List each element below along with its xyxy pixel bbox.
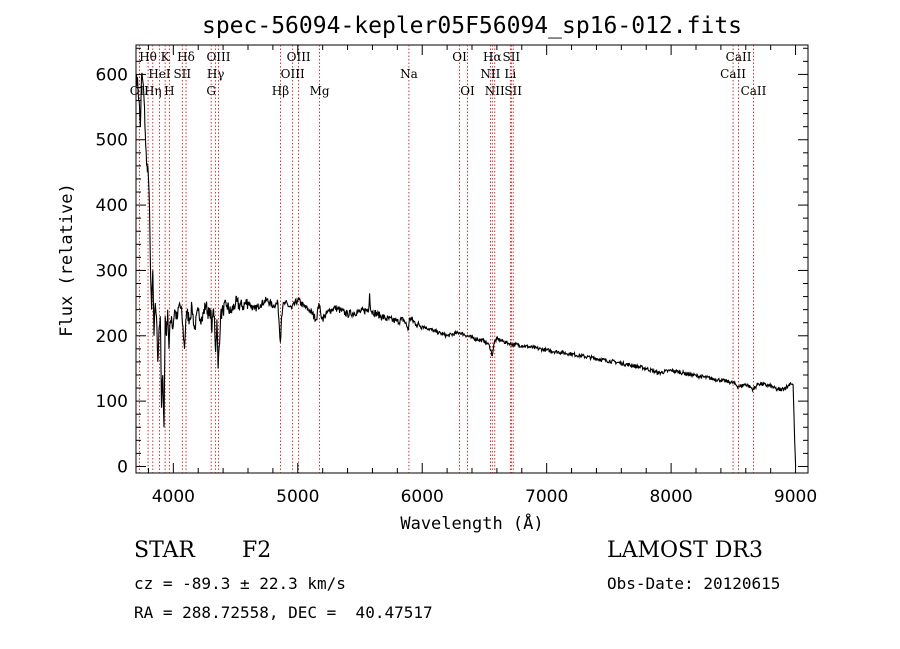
line-label-16: OI — [452, 50, 467, 64]
line-label-25: CaII — [726, 50, 752, 64]
y-tick-label-0: 0 — [117, 457, 128, 477]
x-tick-label-0: 4000 — [152, 487, 195, 507]
line-label-4: K — [161, 50, 171, 64]
x-tick-label-2: 6000 — [401, 487, 444, 507]
x-tick-label-4: 8000 — [649, 487, 692, 507]
y-tick-label-5: 500 — [96, 131, 128, 151]
line-label-23: SII — [504, 84, 522, 98]
line-label-7: Hδ — [177, 50, 195, 64]
line-label-12: OIII — [281, 67, 305, 81]
line-label-3: HeI — [148, 67, 171, 81]
line-label-22: SII — [502, 50, 520, 64]
line-label-8: G — [206, 84, 216, 98]
line-label-2: Hη — [144, 84, 162, 98]
x-tick-label-5: 9000 — [774, 487, 817, 507]
object-class: STAR — [134, 538, 195, 563]
line-label-21: Li — [504, 67, 516, 81]
line-label-18: NII — [480, 67, 500, 81]
y-tick-label-4: 400 — [96, 196, 128, 216]
line-label-14: Mg — [310, 84, 330, 98]
spectrum-line — [136, 72, 797, 467]
line-label-6: SII — [173, 67, 191, 81]
coordinates: RA = 288.72558, DEC = 40.47517 — [134, 603, 433, 622]
line-label-26: CaII — [741, 84, 767, 98]
line-label-1: OII — [130, 84, 150, 98]
line-label-5: H — [164, 84, 174, 98]
line-label-19: Hα — [483, 50, 502, 64]
x-tick-label-1: 5000 — [276, 487, 319, 507]
line-label-17: OI — [460, 84, 475, 98]
y-tick-label-6: 600 — [96, 65, 128, 85]
y-tick-label-1: 100 — [96, 392, 128, 412]
line-label-10: OIII — [206, 50, 230, 64]
line-label-13: OIII — [287, 50, 311, 64]
y-tick-label-2: 200 — [96, 327, 128, 347]
emission-line-markers — [138, 45, 754, 473]
line-label-24: CaII — [720, 67, 746, 81]
line-label-20: NII — [485, 84, 505, 98]
axis-ticks: 4000 5000 6000 7000 8000 9000 0 100 200 300 400 500… — [96, 45, 817, 507]
plot-frame — [135, 44, 809, 474]
chart-title: spec-56094-kepler05F56094_sp16-012.fits — [202, 13, 742, 39]
y-tick-label-3: 300 — [96, 261, 128, 281]
y-axis-label: Flux (relative) — [57, 183, 77, 337]
x-tick-label-3: 7000 — [525, 487, 568, 507]
line-label-15: Na — [400, 67, 418, 81]
x-axis-label: Wavelength (Å) — [400, 512, 543, 534]
line-label-0: Hθ — [139, 50, 157, 64]
line-label-9: Hγ — [207, 67, 225, 81]
object-subclass: F2 — [242, 538, 272, 563]
line-label-11: Hβ — [272, 84, 289, 98]
observation-date: Obs-Date: 20120615 — [607, 574, 781, 593]
redshift-cz: cz = -89.3 ± 22.3 km/s — [134, 574, 346, 593]
survey-name: LAMOST DR3 — [607, 538, 763, 563]
